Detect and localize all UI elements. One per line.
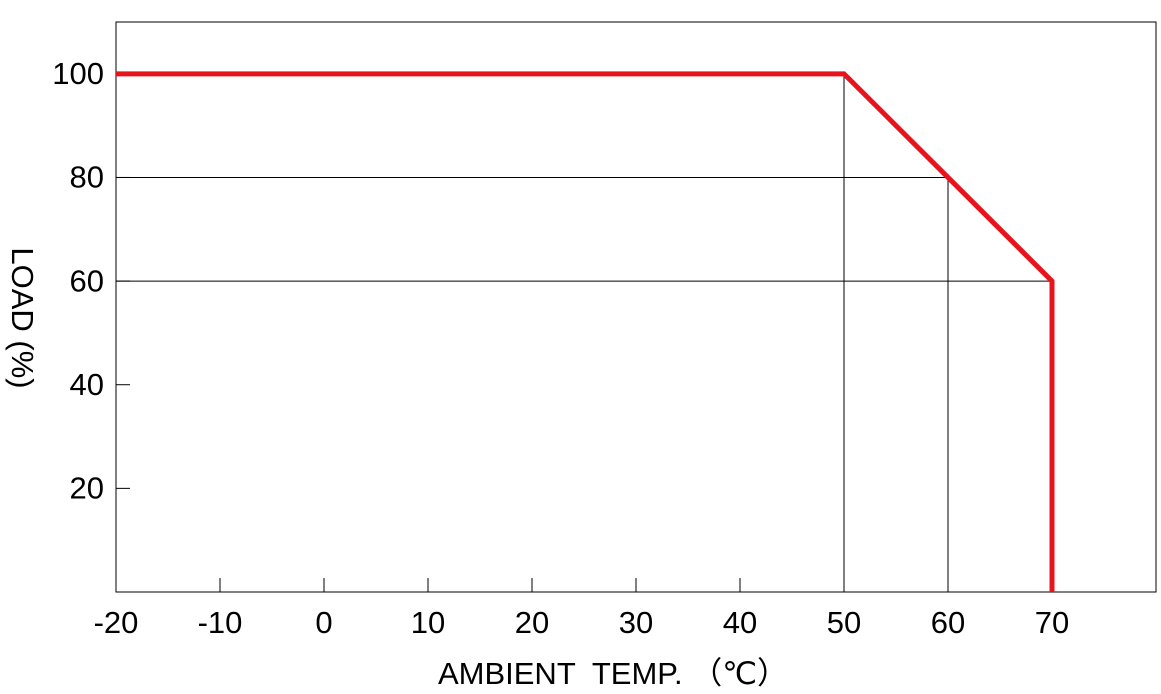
y-tick-label: 100 <box>52 56 104 91</box>
x-tick-label: 70 <box>1035 605 1069 640</box>
x-tick-label: 20 <box>515 605 549 640</box>
x-tick-label: 30 <box>619 605 653 640</box>
y-tick-label: 20 <box>70 471 104 506</box>
x-axis-label: AMBIENT TEMP. （℃） <box>438 656 788 691</box>
x-tick-label: 10 <box>411 605 445 640</box>
x-tick-label: -10 <box>198 605 243 640</box>
x-tick-label: 60 <box>931 605 965 640</box>
x-tick-label: 0 <box>315 605 332 640</box>
y-tick-label: 40 <box>70 367 104 402</box>
x-tick-label: -20 <box>94 605 139 640</box>
y-axis-label: LOAD (%) <box>5 247 40 388</box>
x-tick-label: 40 <box>723 605 757 640</box>
y-tick-label: 60 <box>70 263 104 298</box>
plot-frame <box>115 21 1157 593</box>
x-tick-label: 50 <box>827 605 861 640</box>
derating-curve <box>116 71 1055 592</box>
y-tick-label: 80 <box>70 160 104 195</box>
